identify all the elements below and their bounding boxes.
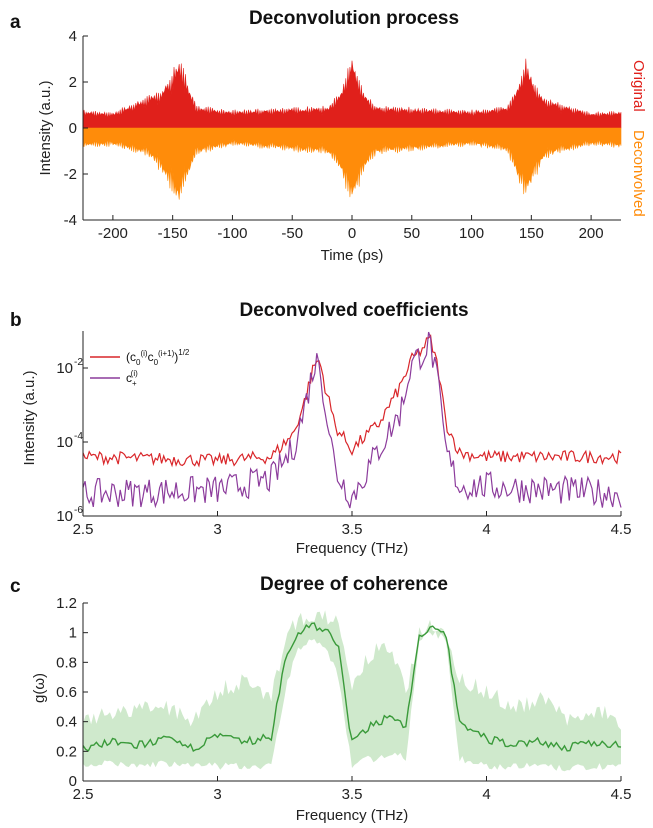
x-tick-label: 2.5 xyxy=(73,786,94,803)
y-tick-label: 4 xyxy=(69,28,77,45)
panel-c-title: Degree of coherence xyxy=(260,574,448,595)
panel-b-title: Deconvolved coefficients xyxy=(239,300,468,321)
y-tick-label: -2 xyxy=(64,166,77,183)
panel-b-legend: (c0(i)c0(i+1))1/2 c+(i) xyxy=(90,348,190,388)
legend-label-c-plus: c+(i) xyxy=(126,369,138,388)
x-tick-label: -50 xyxy=(281,225,303,242)
x-tick-label: 4 xyxy=(482,521,490,538)
panel-c-letter: c xyxy=(10,576,21,597)
y-tick-label: -4 xyxy=(64,212,77,229)
y-tick-label: 0 xyxy=(69,773,77,790)
panel-c-series xyxy=(82,610,622,772)
x-tick-label: 4.5 xyxy=(611,521,632,538)
panel-a-series xyxy=(82,58,622,200)
x-tick-label: 150 xyxy=(519,225,544,242)
x-tick-label: 200 xyxy=(579,225,604,242)
panel-a-ylabel: Intensity (a.u.) xyxy=(37,80,54,175)
panel-c-xlabel: Frequency (THz) xyxy=(296,807,409,824)
series-line-1 xyxy=(82,331,622,509)
x-tick-label: 50 xyxy=(403,225,420,242)
x-tick-label: 3.5 xyxy=(342,786,363,803)
y-tick-label: 0.2 xyxy=(56,743,77,760)
x-tick-label: 100 xyxy=(459,225,484,242)
y-tick-exponent: -2 xyxy=(74,357,83,368)
panel-c-axes: 0 0.2 0.4 0.6 0.8 1 1.2 2.5 3 3.5 4 4.5 xyxy=(56,595,631,803)
panel-b-xlabel: Frequency (THz) xyxy=(296,540,409,557)
y-tick-label: 0.6 xyxy=(56,684,77,701)
legend-deconvolved: Deconvolved xyxy=(630,130,647,217)
x-tick-label: 3 xyxy=(213,521,221,538)
panel-c-ylabel: g(ω) xyxy=(31,673,48,703)
x-tick-label: 4.5 xyxy=(611,786,632,803)
panel-a-xlabel: Time (ps) xyxy=(321,247,384,264)
x-tick-label: 2.5 xyxy=(73,521,94,538)
y-tick-label: 0.8 xyxy=(56,654,77,671)
panel-a-letter: a xyxy=(10,12,21,33)
panel-b-series xyxy=(82,331,622,509)
y-tick-label: 10 xyxy=(56,360,73,377)
panel-a-title: Deconvolution process xyxy=(249,8,459,29)
coherence-band xyxy=(83,610,621,772)
y-tick-label: 2 xyxy=(69,74,77,91)
panel-b: b Deconvolved coefficients 10 -610 -410 -22… xyxy=(10,300,631,557)
series-line-0 xyxy=(82,334,622,468)
x-tick-label: 4 xyxy=(482,786,490,803)
legend-original: Original xyxy=(630,60,647,112)
x-tick-label: 3.5 xyxy=(342,521,363,538)
coherence-line xyxy=(82,622,622,752)
y-tick-label: 0 xyxy=(69,120,77,137)
panel-b-letter: b xyxy=(10,310,22,331)
y-tick-exponent: -4 xyxy=(74,431,83,442)
legend-label-coeff-product: (c0(i)c0(i+1))1/2 xyxy=(126,348,190,367)
x-tick-label: -150 xyxy=(158,225,188,242)
x-tick-label: -200 xyxy=(98,225,128,242)
y-tick-label: 1.2 xyxy=(56,595,77,612)
y-tick-label: 0.4 xyxy=(56,714,77,731)
x-tick-label: -100 xyxy=(217,225,247,242)
x-tick-label: 0 xyxy=(348,225,356,242)
y-tick-label: 1 xyxy=(69,625,77,642)
panel-c: c Degree of coherence 0 0.2 0.4 0.6 0.8 1 1.2 2… xyxy=(10,574,631,824)
panel-b-axes: 10-610-410 -22.5 3 3.5 4 4.5 xyxy=(56,331,631,538)
x-tick-label: 3 xyxy=(213,786,221,803)
series-deconvolved-area xyxy=(82,127,622,200)
panel-a-axes: -4 -2 0 2 4 -200 -150 -100 -50 0 50 100 150 200 xyxy=(64,28,621,242)
y-tick-label: 10 xyxy=(56,508,73,525)
panel-b-ylabel: Intensity (a.u.) xyxy=(21,370,38,465)
y-tick-exponent: -6 xyxy=(74,505,83,516)
y-tick-label: 10 xyxy=(56,434,73,451)
series-original-area xyxy=(82,58,622,129)
